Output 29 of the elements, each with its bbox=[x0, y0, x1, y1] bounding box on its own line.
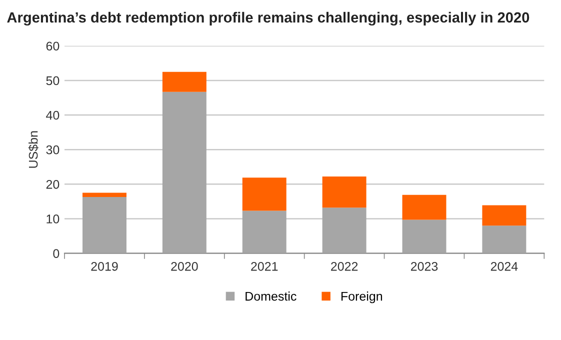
bar bbox=[162, 92, 206, 254]
x-tick-label: 2021 bbox=[251, 262, 278, 271]
bar bbox=[322, 176, 366, 208]
y-tick-label: 10 bbox=[46, 214, 60, 224]
x-tick-label: 2024 bbox=[490, 262, 518, 271]
bar bbox=[82, 192, 126, 197]
legend-label: Domestic bbox=[246, 292, 296, 301]
bar bbox=[242, 210, 286, 254]
y-tick-label: 50 bbox=[46, 76, 60, 86]
y-tick-label: 30 bbox=[46, 145, 60, 154]
y-axis-title: US$bn bbox=[28, 131, 38, 168]
bar bbox=[402, 220, 446, 254]
bar bbox=[322, 208, 366, 254]
y-tick-label: 0 bbox=[53, 249, 60, 258]
bar bbox=[482, 205, 526, 226]
bar bbox=[402, 194, 446, 220]
chart-title: Argentina’s debt redemption profile remains challenging, especially in 2020 bbox=[7, 12, 530, 26]
x-tick-label: 2019 bbox=[91, 262, 118, 271]
x-tick-label: 2023 bbox=[410, 262, 438, 271]
y-tick-label: 20 bbox=[46, 180, 60, 189]
x-tick-label: 2022 bbox=[331, 262, 358, 271]
y-tick-label: 40 bbox=[46, 110, 60, 120]
bar bbox=[162, 72, 206, 92]
bar bbox=[482, 226, 526, 254]
x-tick-label: 2020 bbox=[171, 262, 198, 271]
bar bbox=[82, 196, 126, 254]
y-tick-label: 60 bbox=[46, 42, 60, 51]
legend-label: Foreign bbox=[341, 292, 382, 304]
bar bbox=[242, 178, 286, 211]
